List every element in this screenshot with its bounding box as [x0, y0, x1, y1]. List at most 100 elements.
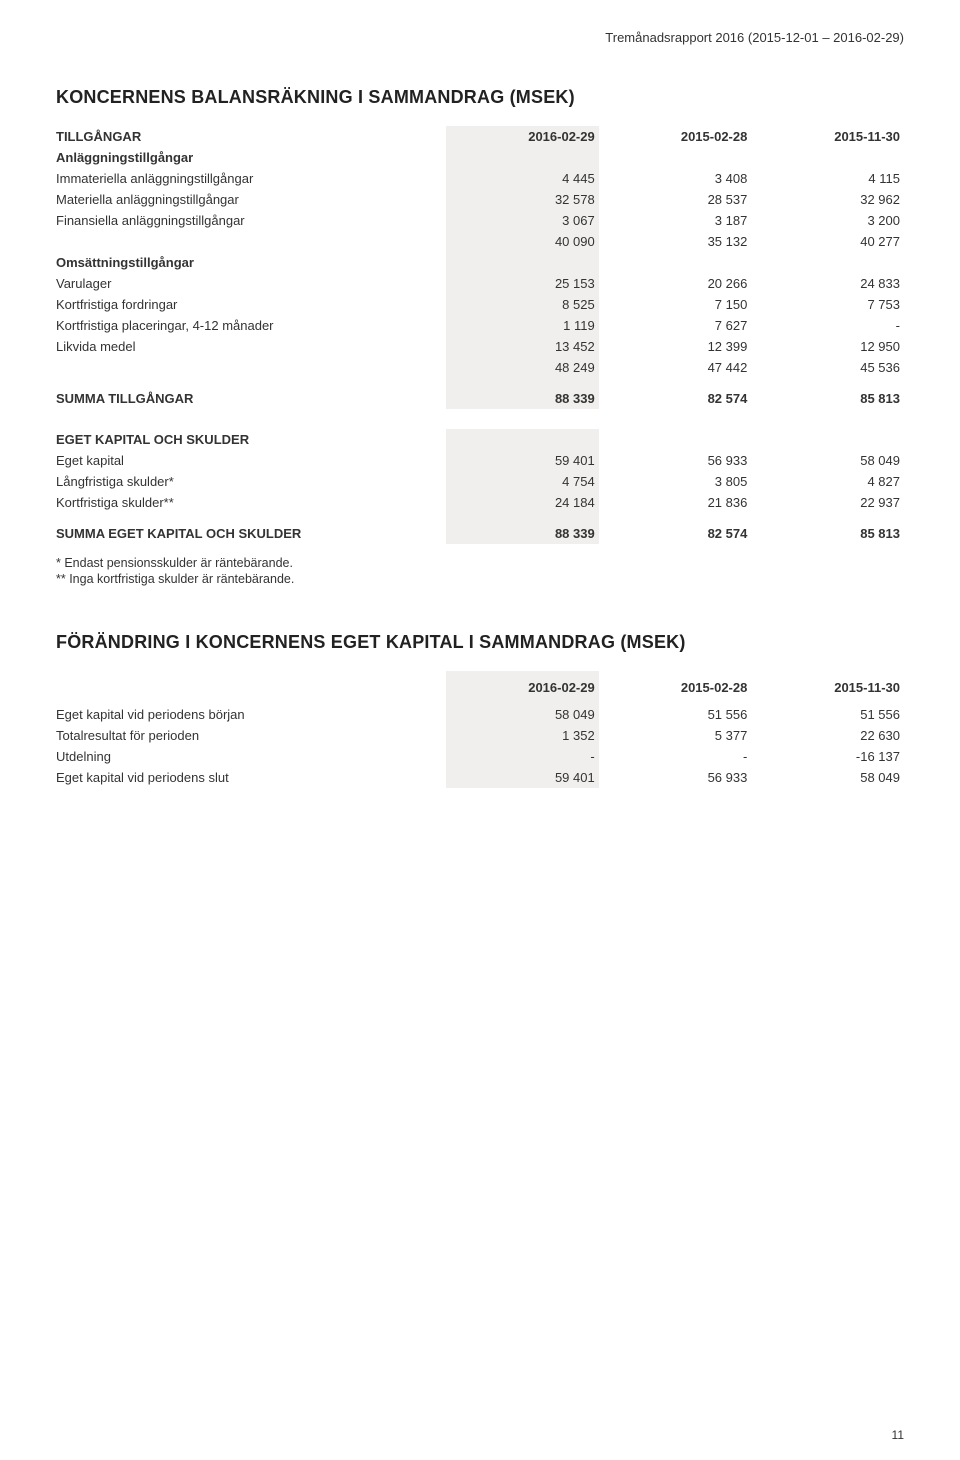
- row-val: 59 401: [446, 767, 599, 788]
- table-row: Utdelning - - -16 137: [56, 746, 904, 767]
- row-val: 40 090: [446, 231, 599, 252]
- row-val: 24 833: [751, 273, 904, 294]
- row-val: 35 132: [599, 231, 752, 252]
- table-row: Kortfristiga skulder** 24 184 21 836 22 …: [56, 492, 904, 513]
- col-head-1: 2016-02-29: [446, 677, 599, 698]
- tillgangar-label: TILLGÅNGAR: [56, 126, 446, 147]
- row-val: 7 753: [751, 294, 904, 315]
- row-val: 82 574: [599, 388, 752, 409]
- row-label: Kortfristiga placeringar, 4-12 månader: [56, 315, 446, 336]
- row-val: 48 249: [446, 357, 599, 378]
- table-row: Eget kapital vid periodens slut 59 401 5…: [56, 767, 904, 788]
- row-label: Likvida medel: [56, 336, 446, 357]
- row-val: 45 536: [751, 357, 904, 378]
- row-val: 56 933: [599, 767, 752, 788]
- page: Tremånadsrapport 2016 (2015-12-01 – 2016…: [0, 0, 960, 1460]
- table-row: Långfristiga skulder* 4 754 3 805 4 827: [56, 471, 904, 492]
- row-val: 47 442: [599, 357, 752, 378]
- row-val: 58 049: [751, 450, 904, 471]
- footnote-1: * Endast pensionsskulder är räntebärande…: [56, 556, 904, 570]
- row-val: 51 556: [599, 704, 752, 725]
- row-val: 82 574: [599, 523, 752, 544]
- balance-sheet-table: TILLGÅNGAR 2016-02-29 2015-02-28 2015-11…: [56, 126, 904, 544]
- row-val: 88 339: [446, 388, 599, 409]
- summa-ek-row: SUMMA EGET KAPITAL OCH SKULDER 88 339 82…: [56, 523, 904, 544]
- table-row: Immateriella anläggningstillgångar 4 445…: [56, 168, 904, 189]
- row-val: -: [446, 746, 599, 767]
- row-val: 4 445: [446, 168, 599, 189]
- table-row: Eget kapital vid periodens början 58 049…: [56, 704, 904, 725]
- row-label: Utdelning: [56, 746, 446, 767]
- row-val: 1 119: [446, 315, 599, 336]
- row-val: 22 630: [751, 725, 904, 746]
- row-label: Immateriella anläggningstillgångar: [56, 168, 446, 189]
- row-val: 56 933: [599, 450, 752, 471]
- row-label: Långfristiga skulder*: [56, 471, 446, 492]
- row-val: 58 049: [446, 704, 599, 725]
- row-val: 1 352: [446, 725, 599, 746]
- col-head-1: 2016-02-29: [446, 126, 599, 147]
- row-val: 85 813: [751, 388, 904, 409]
- row-val: 12 950: [751, 336, 904, 357]
- row-label: Kortfristiga skulder**: [56, 492, 446, 513]
- table-row: Kortfristiga fordringar 8 525 7 150 7 75…: [56, 294, 904, 315]
- row-val: 40 277: [751, 231, 904, 252]
- col-head-2: 2015-02-28: [599, 126, 752, 147]
- section2-title: FÖRÄNDRING I KONCERNENS EGET KAPITAL I S…: [56, 632, 904, 653]
- row-val: 20 266: [599, 273, 752, 294]
- row-val: 58 049: [751, 767, 904, 788]
- row-val: 3 200: [751, 210, 904, 231]
- table-row: Totalresultat för perioden 1 352 5 377 2…: [56, 725, 904, 746]
- table-row-subtotal: 40 090 35 132 40 277: [56, 231, 904, 252]
- table-row: Likvida medel 13 452 12 399 12 950: [56, 336, 904, 357]
- row-val: 7 627: [599, 315, 752, 336]
- row-label: SUMMA EGET KAPITAL OCH SKULDER: [56, 523, 446, 544]
- col-head-3: 2015-11-30: [751, 126, 904, 147]
- row-val: 3 187: [599, 210, 752, 231]
- row-val: 28 537: [599, 189, 752, 210]
- row-val: 88 339: [446, 523, 599, 544]
- row-val: 32 962: [751, 189, 904, 210]
- table-row: Eget kapital 59 401 56 933 58 049: [56, 450, 904, 471]
- row-val: 12 399: [599, 336, 752, 357]
- row-val: 3 805: [599, 471, 752, 492]
- anl-subhead: Anläggningstillgångar: [56, 147, 446, 168]
- equity-change-table: 2016-02-29 2015-02-28 2015-11-30 Eget ka…: [56, 671, 904, 788]
- table-row-subtotal: 48 249 47 442 45 536: [56, 357, 904, 378]
- report-header: Tremånadsrapport 2016 (2015-12-01 – 2016…: [56, 30, 904, 45]
- row-val: 13 452: [446, 336, 599, 357]
- row-val: 24 184: [446, 492, 599, 513]
- footnote-2: ** Inga kortfristiga skulder är räntebär…: [56, 572, 904, 586]
- table-row: Finansiella anläggningstillgångar 3 067 …: [56, 210, 904, 231]
- summa-tillgangar-row: SUMMA TILLGÅNGAR 88 339 82 574 85 813: [56, 388, 904, 409]
- row-val: 25 153: [446, 273, 599, 294]
- row-label: Totalresultat för perioden: [56, 725, 446, 746]
- row-label: Eget kapital vid periodens början: [56, 704, 446, 725]
- table-row: Materiella anläggningstillgångar 32 578 …: [56, 189, 904, 210]
- row-label: Kortfristiga fordringar: [56, 294, 446, 315]
- footnotes: * Endast pensionsskulder är räntebärande…: [56, 556, 904, 586]
- row-val: 85 813: [751, 523, 904, 544]
- row-val: 22 937: [751, 492, 904, 513]
- row-val: 3 067: [446, 210, 599, 231]
- row-val: 21 836: [599, 492, 752, 513]
- row-val: 3 408: [599, 168, 752, 189]
- table-row: Varulager 25 153 20 266 24 833: [56, 273, 904, 294]
- col-head-3: 2015-11-30: [751, 677, 904, 698]
- row-val: 51 556: [751, 704, 904, 725]
- row-val: 4 115: [751, 168, 904, 189]
- row-val: 7 150: [599, 294, 752, 315]
- row-val: 8 525: [446, 294, 599, 315]
- row-label: Finansiella anläggningstillgångar: [56, 210, 446, 231]
- row-label: Eget kapital: [56, 450, 446, 471]
- page-number: 11: [892, 1428, 904, 1442]
- row-label: Varulager: [56, 273, 446, 294]
- row-label: Eget kapital vid periodens slut: [56, 767, 446, 788]
- row-val: 59 401: [446, 450, 599, 471]
- row-val: -16 137: [751, 746, 904, 767]
- row-val: 4 754: [446, 471, 599, 492]
- row-val: 5 377: [599, 725, 752, 746]
- row-val: -: [599, 746, 752, 767]
- row-val: -: [751, 315, 904, 336]
- row-val: 32 578: [446, 189, 599, 210]
